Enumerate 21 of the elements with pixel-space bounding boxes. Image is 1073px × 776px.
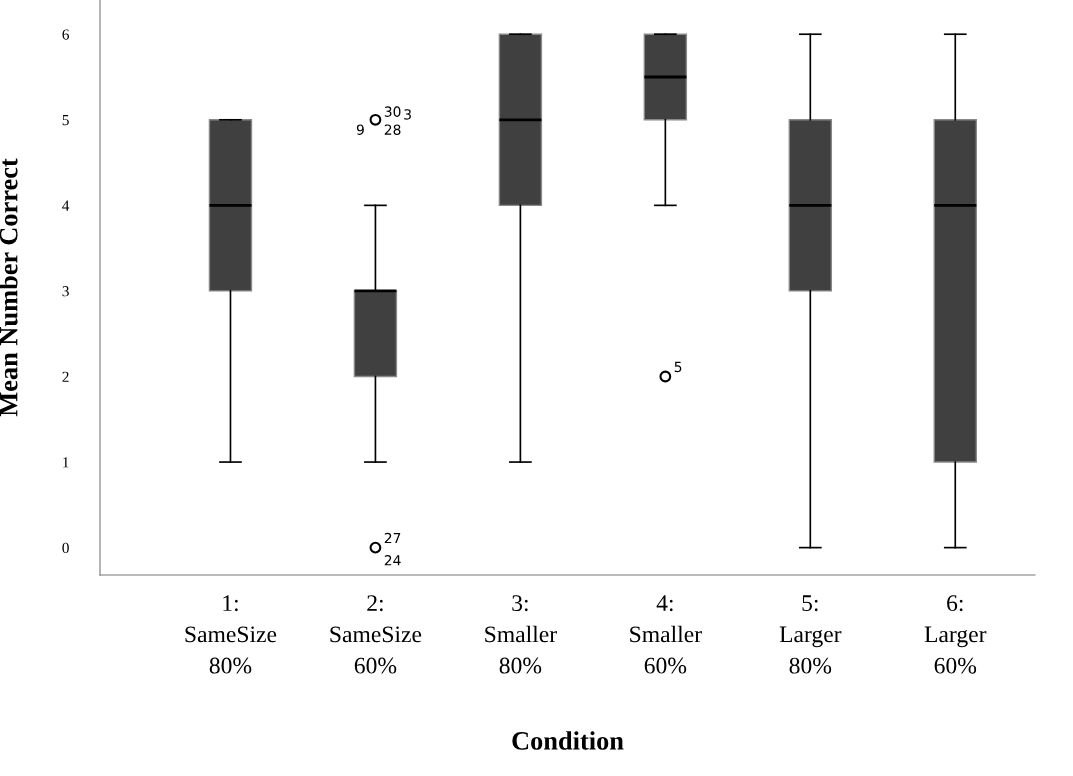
- y-tick-label: 6: [62, 29, 69, 40]
- x-tick-label: 4: Smaller 60%: [630, 595, 702, 674]
- y-tick-label: 3: [62, 286, 69, 297]
- annotation: 9: [356, 124, 364, 135]
- x-axis-title: Condition: [512, 731, 624, 750]
- annotation: 24: [384, 555, 401, 566]
- annotation: 3: [404, 109, 411, 120]
- y-tick-label: 0: [62, 542, 69, 554]
- annotation: 5: [674, 361, 682, 373]
- y-tick-label: 5: [62, 115, 69, 126]
- x-tick-label: 3: Smaller 80%: [485, 595, 557, 674]
- annotation: 27: [384, 532, 401, 544]
- y-tick-label: 2: [62, 371, 69, 382]
- x-tick-label: 1: SameSize 80%: [185, 595, 277, 674]
- y-tick-label: 1: [63, 457, 69, 468]
- x-tick-label: 2: SameSize 60%: [330, 595, 422, 674]
- x-tick-label: 5: Larger 80%: [779, 595, 842, 674]
- y-tick-label: 4: [62, 200, 70, 211]
- annotation: 30: [384, 106, 401, 117]
- x-tick-label: 6: Larger 60%: [924, 595, 987, 674]
- annotation: 28: [384, 124, 401, 135]
